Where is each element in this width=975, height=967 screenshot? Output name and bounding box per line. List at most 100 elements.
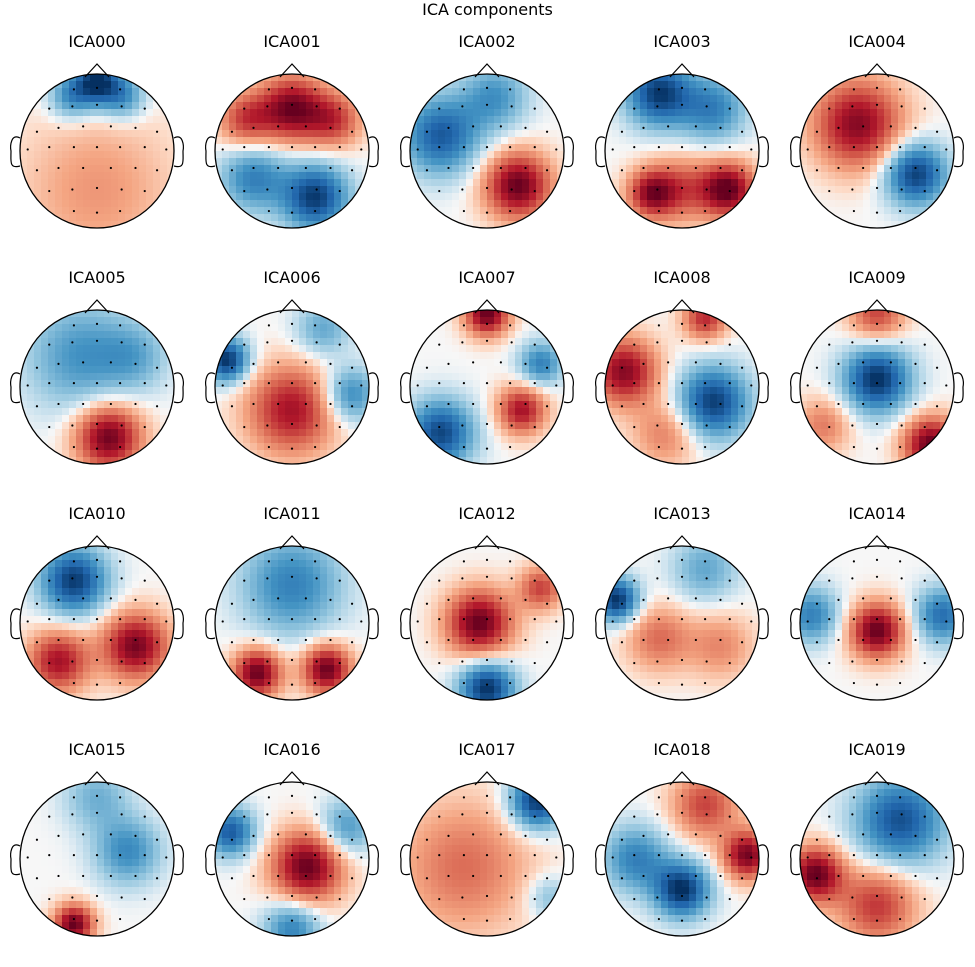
heatmap-cell — [557, 158, 564, 166]
heatmap-cell — [828, 345, 836, 353]
heatmap-cell — [550, 151, 558, 159]
heatmap-cell — [139, 144, 147, 152]
heatmap-cell — [529, 345, 537, 353]
heatmap-cell — [83, 214, 91, 222]
heatmap-cell — [348, 214, 356, 222]
heatmap-cell — [327, 109, 335, 117]
heatmap-cell — [919, 102, 927, 110]
heatmap-cell — [870, 130, 878, 138]
heatmap-cell — [870, 310, 878, 318]
heatmap-cell — [703, 331, 711, 339]
heatmap-cell — [257, 436, 265, 444]
heatmap-cell — [20, 102, 28, 110]
heatmap-cell — [675, 380, 683, 388]
heatmap-cell — [410, 317, 418, 325]
heatmap-cell — [215, 200, 223, 208]
heatmap-cell — [132, 387, 140, 395]
heatmap-cell — [27, 109, 35, 117]
heatmap-cell — [626, 74, 634, 82]
heatmap-cell — [543, 359, 551, 367]
heatmap-cell — [76, 380, 84, 388]
heatmap-cell — [689, 359, 697, 367]
heatmap-cell — [550, 130, 558, 138]
sensor-dot — [267, 209, 270, 213]
heatmap-cell — [76, 310, 84, 318]
heatmap-cell — [27, 123, 35, 131]
heatmap-cell — [167, 207, 174, 215]
heatmap-cell — [682, 144, 690, 152]
heatmap-cell — [522, 102, 530, 110]
heatmap-cell — [752, 144, 759, 152]
heatmap-cell — [306, 186, 314, 194]
heatmap-cell — [320, 352, 328, 360]
heatmap-cell — [139, 429, 147, 437]
heatmap-cell — [738, 109, 746, 117]
heatmap-cell — [299, 415, 307, 423]
heatmap-cell — [27, 165, 35, 173]
heatmap-cell — [508, 380, 516, 388]
heatmap-cell — [146, 380, 154, 388]
heatmap-cell — [313, 443, 321, 451]
heatmap-cell — [745, 394, 753, 402]
heatmap-cell — [863, 380, 871, 388]
heatmap-cell — [940, 144, 948, 152]
heatmap-cell — [118, 401, 126, 409]
heatmap-cell — [689, 443, 697, 451]
heatmap-cell — [696, 144, 704, 152]
heatmap-cell — [222, 74, 230, 82]
heatmap-cell — [431, 165, 439, 173]
heatmap-cell — [229, 116, 237, 124]
heatmap-cell — [445, 116, 453, 124]
heatmap-cell — [76, 429, 84, 437]
heatmap-cell — [76, 88, 84, 96]
heatmap-cell — [424, 310, 432, 318]
sensor-dot — [35, 169, 39, 172]
heatmap-cell — [327, 345, 335, 353]
heatmap-cell — [933, 207, 941, 215]
heatmap-cell — [508, 123, 516, 131]
heatmap-cell — [306, 345, 314, 353]
heatmap-cell — [236, 422, 244, 430]
heatmap-cell — [849, 345, 857, 353]
heatmap-cell — [292, 144, 300, 152]
heatmap-cell — [717, 331, 725, 339]
heatmap-cell — [654, 331, 662, 339]
heatmap-cell — [856, 137, 864, 145]
heatmap-cell — [153, 408, 161, 416]
heatmap-cell — [807, 165, 815, 173]
heatmap-cell — [20, 387, 28, 395]
heatmap-cell — [41, 345, 49, 353]
heatmap-cell — [605, 186, 613, 194]
heatmap-cell — [466, 450, 474, 458]
heatmap-cell — [466, 373, 474, 381]
heatmap-cell — [445, 144, 453, 152]
heatmap-cell — [27, 317, 35, 325]
heatmap-cell — [327, 88, 335, 96]
heatmap-cell — [863, 193, 871, 201]
heatmap-cell — [717, 207, 725, 215]
heatmap-cell — [327, 436, 335, 444]
heatmap-cell — [90, 130, 98, 138]
sensor-dot — [806, 148, 809, 151]
heatmap-cell — [605, 310, 613, 318]
heatmap-cell — [696, 130, 704, 138]
heatmap-cell — [83, 137, 91, 145]
heatmap-cell — [139, 324, 147, 332]
heatmap-cell — [229, 443, 237, 451]
heatmap-cell — [508, 387, 516, 395]
heatmap-cell — [34, 116, 42, 124]
heatmap-cell — [153, 158, 161, 166]
heatmap-cell — [675, 130, 683, 138]
heatmap-cell — [731, 116, 739, 124]
heatmap-cell — [153, 207, 161, 215]
heatmap-cell — [529, 457, 537, 464]
heatmap-cell — [863, 443, 871, 451]
heatmap-cell — [529, 443, 537, 451]
heatmap-cell — [947, 186, 954, 194]
heatmap-cell — [933, 81, 941, 89]
heatmap-cell — [306, 387, 314, 395]
heatmap-cell — [278, 193, 286, 201]
heatmap-cell — [842, 443, 850, 451]
heatmap-cell — [557, 165, 564, 173]
heatmap-cell — [243, 359, 251, 367]
